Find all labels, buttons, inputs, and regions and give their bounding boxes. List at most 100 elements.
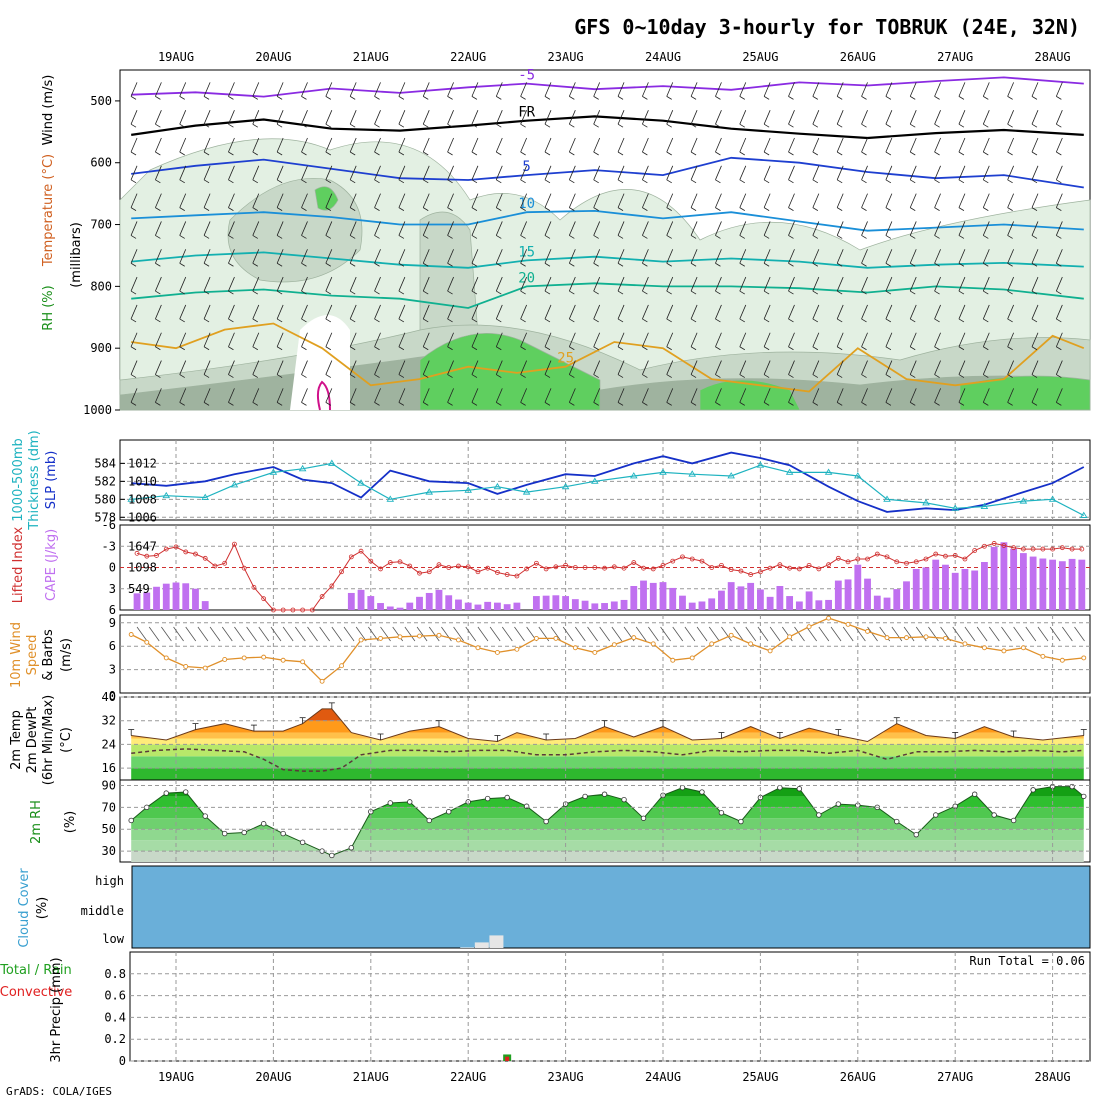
- wind-barb-flag: [788, 374, 794, 378]
- wind-barb: [349, 110, 357, 125]
- lifted-index-marker: [553, 564, 559, 570]
- temp-contour-5: [131, 156, 1084, 189]
- wind-barb-flag: [1031, 207, 1038, 211]
- wind-barb-flag: [374, 374, 380, 378]
- wind-barb: [544, 82, 552, 97]
- wind-barb-flag: [398, 374, 405, 378]
- wind-barb: [374, 360, 381, 375]
- wind-barb-flag: [593, 235, 599, 239]
- wind10m-barb: [1074, 626, 1085, 642]
- wind-barb: [909, 388, 917, 403]
- wind-barb-flag: [715, 179, 721, 184]
- wind-barb: [349, 221, 357, 236]
- wind-barb: [447, 388, 454, 403]
- wind-barb: [301, 221, 308, 236]
- top-date-label: 23AUG: [548, 50, 584, 64]
- lifted-index-marker: [348, 554, 354, 560]
- wind-barb-flag: [179, 290, 185, 295]
- wind-barb: [276, 360, 284, 375]
- rh-band: [131, 807, 1084, 819]
- wind-barb: [252, 332, 260, 347]
- wind-barb-flag: [447, 179, 453, 184]
- wind-barb: [374, 110, 381, 125]
- lifted-index-marker: [329, 583, 335, 589]
- temp-tick-label: 24: [102, 737, 116, 751]
- wind-barb: [909, 137, 917, 153]
- wind-barb: [130, 165, 138, 180]
- wind-barb-flag: [983, 235, 989, 239]
- wind10m-barb: [976, 626, 988, 642]
- wind-barb: [836, 110, 844, 125]
- wind-barb: [520, 193, 528, 208]
- wind10m-marker: [144, 639, 150, 645]
- wind-barb: [325, 276, 333, 292]
- thickness-marker: [980, 502, 989, 509]
- wind-barb: [934, 332, 941, 347]
- wind-barb-flag: [617, 290, 624, 295]
- wind10m-barb: [416, 626, 428, 642]
- rh-tick-label: 30: [102, 844, 116, 858]
- wind-barb: [593, 304, 601, 320]
- wind-barb: [909, 276, 917, 292]
- lifted-index-marker: [767, 565, 773, 571]
- wind-barb-flag: [325, 235, 332, 239]
- wind-barb-flag: [593, 123, 599, 128]
- rh-contour-area: [314, 186, 339, 211]
- wind-barb: [1031, 276, 1039, 292]
- lifted-index-marker: [261, 596, 267, 602]
- wind-barb: [1055, 249, 1063, 264]
- wind-barb: [447, 137, 454, 153]
- wind-barb: [1031, 221, 1039, 236]
- wind-barb: [155, 360, 162, 375]
- wind10m-barb: [818, 626, 830, 642]
- wind-barb-flag: [179, 207, 185, 211]
- wind-barb-flag: [130, 402, 137, 406]
- cape-bar: [737, 586, 745, 610]
- wind10m-barb: [1013, 626, 1024, 642]
- wind-barb: [934, 360, 941, 375]
- wind-barb: [301, 193, 308, 208]
- wind-barb-flag: [1031, 374, 1038, 378]
- wind10m-marker: [339, 663, 345, 669]
- wind-barb: [544, 221, 552, 236]
- wind-barb: [276, 137, 284, 153]
- wind-barb-flag: [617, 151, 624, 156]
- temp2m-series: [128, 702, 1087, 772]
- wind-barb-flag: [544, 318, 551, 323]
- wind-barb: [690, 82, 698, 97]
- wind-barb-flag: [861, 318, 867, 323]
- wind-barb: [1055, 82, 1063, 97]
- slp-tick-label: 1006: [128, 510, 157, 524]
- wind-barb: [325, 332, 333, 347]
- wind-barb-flag: [155, 374, 161, 378]
- lifted-index-marker: [465, 564, 471, 570]
- thickness-marker: [127, 495, 135, 502]
- wind-barb: [398, 165, 406, 180]
- wind-barb: [179, 110, 187, 125]
- lifted-index-marker: [504, 572, 510, 577]
- lifted-index-marker: [475, 569, 481, 575]
- wind10m-marker: [709, 641, 715, 647]
- wind-barb: [642, 304, 649, 320]
- wind-barb-flag: [325, 290, 332, 295]
- wind10m-line: [130, 617, 1084, 683]
- wind-barb-flag: [1056, 318, 1062, 323]
- wind-barb: [130, 304, 138, 320]
- wind-barb: [812, 360, 820, 375]
- rh2m-marker: [241, 829, 247, 836]
- wind-barb-flag: [423, 235, 429, 239]
- wind-barb: [130, 360, 138, 375]
- wind-barb: [593, 249, 601, 264]
- rh-tick-label: 90: [102, 778, 116, 792]
- wind-barb-flag: [885, 262, 892, 267]
- wind-barb-flag: [471, 346, 478, 351]
- wind-barb-flag: [520, 235, 526, 239]
- wind-barb: [958, 249, 966, 264]
- wind-barb-flag: [447, 402, 453, 406]
- wind-barb: [130, 137, 138, 153]
- wind-barb-flag: [130, 179, 137, 184]
- wind-barb: [593, 110, 601, 125]
- cape-bar: [766, 596, 774, 610]
- top-date-label: 20AUG: [255, 50, 291, 64]
- wind-barb-flag: [349, 123, 356, 128]
